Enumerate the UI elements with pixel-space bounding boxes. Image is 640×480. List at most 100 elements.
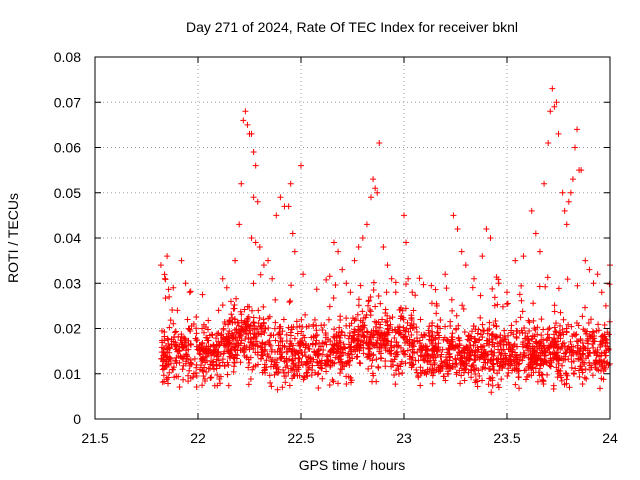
data-point bbox=[369, 341, 376, 348]
data-point bbox=[505, 358, 512, 365]
data-point bbox=[172, 339, 179, 346]
data-point bbox=[482, 364, 489, 371]
data-point bbox=[389, 314, 396, 321]
data-point bbox=[448, 296, 455, 303]
data-point bbox=[479, 321, 486, 328]
data-point bbox=[173, 354, 180, 361]
data-point bbox=[484, 337, 491, 344]
data-point bbox=[252, 334, 259, 341]
data-point bbox=[417, 316, 424, 323]
data-point bbox=[229, 352, 236, 359]
data-point bbox=[576, 355, 583, 362]
data-point bbox=[572, 365, 579, 372]
data-point bbox=[433, 302, 440, 309]
data-point bbox=[161, 328, 168, 335]
data-point bbox=[294, 330, 301, 337]
x-tick-label: 22.5 bbox=[287, 430, 314, 446]
data-point bbox=[382, 310, 389, 317]
data-point bbox=[297, 338, 304, 345]
data-point bbox=[252, 239, 259, 246]
data-point bbox=[177, 337, 184, 344]
data-point bbox=[476, 373, 483, 380]
data-point bbox=[471, 338, 478, 345]
data-point bbox=[248, 130, 255, 137]
data-point bbox=[401, 212, 407, 219]
data-point bbox=[258, 331, 265, 338]
data-point bbox=[365, 297, 372, 304]
data-point bbox=[530, 300, 537, 307]
data-point bbox=[600, 337, 607, 344]
data-point bbox=[268, 383, 275, 390]
data-point bbox=[363, 311, 370, 318]
data-point bbox=[245, 381, 252, 388]
data-point bbox=[290, 372, 297, 379]
data-point bbox=[298, 328, 305, 335]
data-point bbox=[399, 370, 406, 377]
data-point bbox=[574, 282, 581, 289]
data-point bbox=[259, 352, 266, 359]
data-point bbox=[282, 364, 289, 371]
data-point bbox=[462, 262, 469, 269]
data-point bbox=[494, 301, 501, 308]
data-point bbox=[521, 352, 528, 359]
data-point bbox=[544, 274, 551, 281]
data-point bbox=[495, 280, 502, 287]
data-point bbox=[458, 248, 465, 255]
data-point bbox=[382, 335, 389, 342]
data-point bbox=[318, 357, 325, 364]
data-point bbox=[237, 308, 244, 315]
data-point bbox=[413, 329, 420, 336]
data-point bbox=[568, 364, 575, 371]
data-point bbox=[413, 366, 420, 373]
data-point bbox=[551, 103, 558, 110]
data-point bbox=[408, 361, 415, 368]
data-point bbox=[382, 345, 389, 352]
data-point bbox=[438, 351, 445, 358]
data-point bbox=[283, 331, 290, 338]
data-point bbox=[461, 350, 468, 357]
data-point bbox=[565, 321, 572, 328]
data-point bbox=[301, 349, 308, 356]
data-point bbox=[382, 319, 389, 326]
data-point bbox=[277, 335, 284, 342]
data-point bbox=[257, 323, 264, 330]
data-point bbox=[197, 345, 204, 352]
data-point bbox=[313, 327, 320, 334]
data-point bbox=[347, 289, 354, 296]
data-point bbox=[370, 287, 377, 294]
data-point bbox=[485, 365, 492, 372]
data-point bbox=[460, 306, 467, 313]
data-point bbox=[516, 360, 523, 367]
data-point bbox=[287, 180, 294, 187]
data-point bbox=[437, 364, 444, 371]
data-point bbox=[491, 302, 498, 309]
data-point bbox=[355, 244, 362, 251]
data-point bbox=[242, 108, 249, 115]
data-point bbox=[445, 338, 452, 345]
data-point bbox=[330, 239, 337, 246]
data-point bbox=[450, 344, 457, 351]
data-point bbox=[483, 225, 490, 232]
data-point bbox=[464, 336, 471, 343]
data-point bbox=[569, 349, 576, 356]
data-point bbox=[318, 365, 325, 372]
data-point bbox=[404, 319, 411, 326]
data-point bbox=[489, 382, 496, 389]
data-point bbox=[408, 312, 415, 319]
data-point bbox=[526, 319, 533, 326]
data-point bbox=[162, 352, 169, 359]
data-point bbox=[558, 377, 565, 384]
data-point bbox=[262, 325, 269, 332]
data-point bbox=[289, 356, 296, 363]
data-point bbox=[237, 331, 244, 338]
data-point bbox=[409, 338, 416, 345]
data-point bbox=[267, 342, 274, 349]
data-point bbox=[361, 322, 368, 329]
data-point bbox=[223, 284, 230, 291]
data-point bbox=[406, 336, 413, 343]
data-point bbox=[474, 344, 481, 351]
data-point bbox=[453, 312, 460, 319]
data-point bbox=[166, 354, 173, 361]
data-point bbox=[238, 337, 245, 344]
data-point bbox=[349, 315, 356, 322]
